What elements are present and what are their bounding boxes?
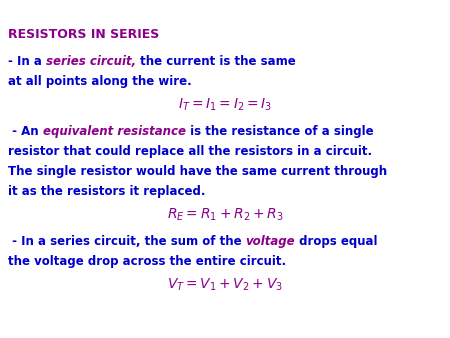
- Text: the voltage drop across the entire circuit.: the voltage drop across the entire circu…: [8, 255, 286, 268]
- Text: drops equal: drops equal: [295, 235, 378, 248]
- Text: equivalent resistance: equivalent resistance: [43, 125, 186, 138]
- Text: - An: - An: [8, 125, 43, 138]
- Text: - In a series circuit, the sum of the: - In a series circuit, the sum of the: [8, 235, 246, 248]
- Text: at all points along the wire.: at all points along the wire.: [8, 75, 192, 88]
- Text: is the resistance of a single: is the resistance of a single: [186, 125, 374, 138]
- Text: resistor that could replace all the resistors in a circuit.: resistor that could replace all the resi…: [8, 145, 372, 158]
- Text: the current is the same: the current is the same: [136, 55, 296, 68]
- Text: voltage: voltage: [246, 235, 295, 248]
- Text: - In a: - In a: [8, 55, 46, 68]
- Text: it as the resistors it replaced.: it as the resistors it replaced.: [8, 185, 206, 198]
- Text: $I_T = I_1 = I_2 = I_3$: $I_T = I_1 = I_2 = I_3$: [178, 97, 272, 114]
- Text: series circuit,: series circuit,: [46, 55, 136, 68]
- Text: $R_E= R_1 + R_2 + R_3$: $R_E= R_1 + R_2 + R_3$: [166, 207, 284, 223]
- Text: RESISTORS IN SERIES: RESISTORS IN SERIES: [8, 28, 159, 41]
- Text: $V_T= V_1 + V_2 + V_3$: $V_T= V_1 + V_2 + V_3$: [167, 277, 283, 293]
- Text: The single resistor would have the same current through: The single resistor would have the same …: [8, 165, 387, 178]
